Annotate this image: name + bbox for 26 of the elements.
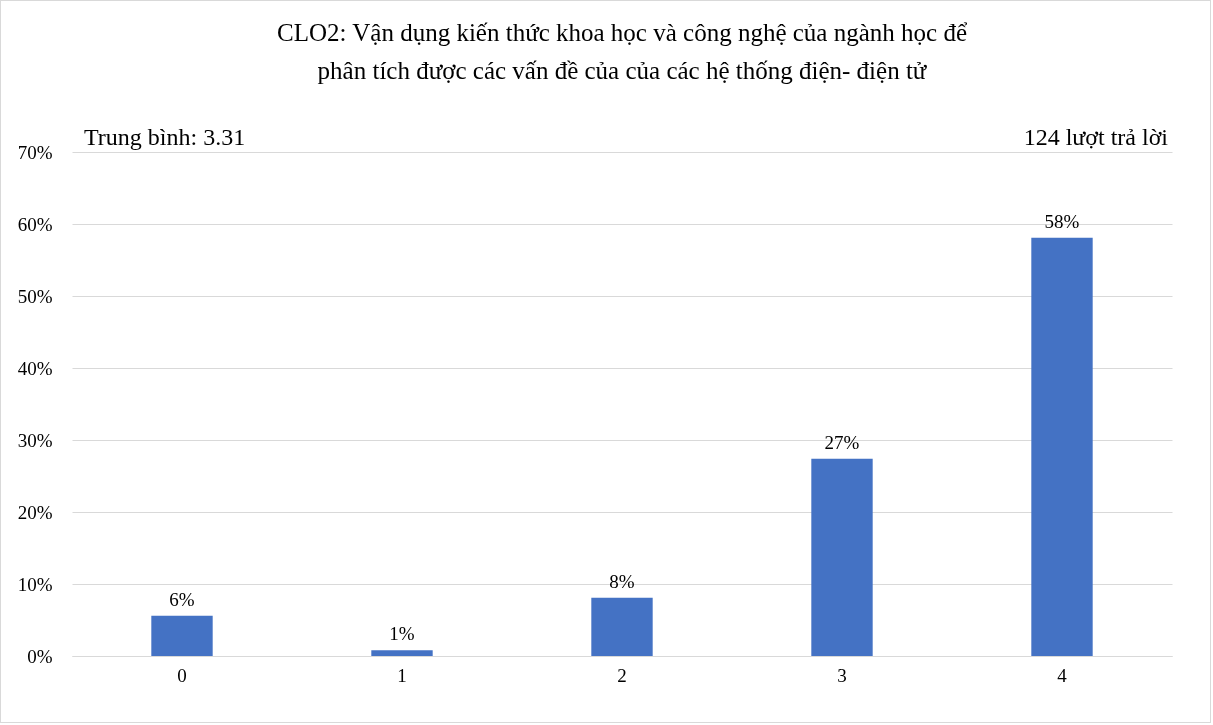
- data-label: 1%: [389, 623, 415, 645]
- x-tick-label: 2: [617, 664, 627, 686]
- bar: [371, 650, 433, 656]
- y-tick-label: 20%: [17, 501, 53, 523]
- bar: [151, 615, 213, 656]
- data-label: 8%: [609, 570, 635, 592]
- bar: [591, 597, 653, 656]
- text: 124 lượt trả lời: [1023, 124, 1169, 150]
- y-tick-label: 50%: [17, 285, 53, 307]
- bar: [1031, 237, 1093, 656]
- y-tick-label: 40%: [17, 357, 53, 379]
- x-tick-label: 0: [177, 664, 187, 686]
- x-tick-label: 1: [397, 664, 407, 686]
- x-tick-label: 4: [1057, 664, 1068, 686]
- bar: [811, 458, 873, 656]
- x-tick-label: 3: [837, 664, 847, 686]
- data-label: 27%: [824, 431, 860, 453]
- y-tick-label: 60%: [17, 213, 53, 235]
- text: Trung bình: 3.31: [84, 124, 246, 150]
- y-tick-label: 0%: [27, 645, 53, 667]
- data-label: 58%: [1044, 210, 1080, 232]
- y-tick-label: 30%: [17, 429, 53, 451]
- chart-title: CLO2: Vận dụng kiến thức khoa học và công nghệ của ngành học để phân tích được các vấn đề của của các hệ thống điện- điện tử: [277, 19, 968, 84]
- y-tick-label: 70%: [17, 141, 53, 163]
- data-label: 6%: [169, 588, 195, 610]
- y-tick-label: 10%: [17, 573, 53, 595]
